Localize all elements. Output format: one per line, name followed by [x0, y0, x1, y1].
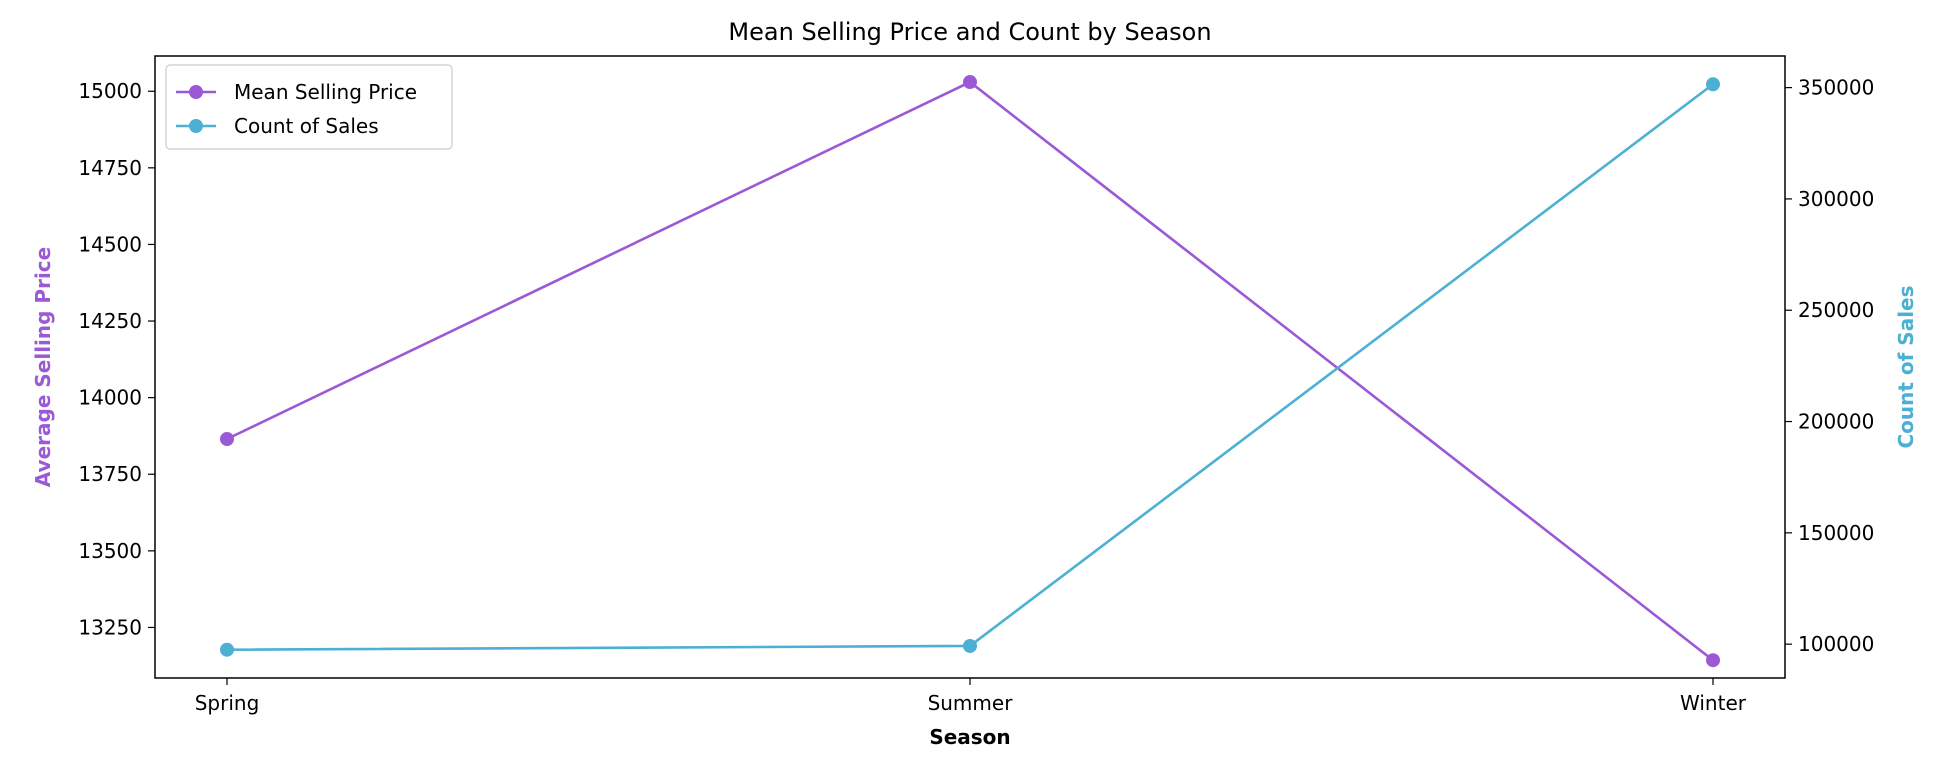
legend: Mean Selling Price Count of Sales — [165, 64, 453, 150]
legend-swatch-marker — [189, 119, 203, 133]
series-0-point — [1706, 653, 1720, 668]
right-axis-tick-label: 350000 — [1798, 76, 1874, 100]
x-axis-tick-label: Winter — [1680, 691, 1747, 715]
series-line-0 — [226, 80, 1714, 662]
left-axis-tick-label: 13250 — [78, 615, 142, 639]
left-axis-tick-label: 14250 — [78, 309, 142, 333]
series-1-point — [1706, 77, 1720, 92]
right-axis-tick-label: 100000 — [1798, 632, 1874, 656]
right-axis-tick-label: 150000 — [1798, 521, 1874, 545]
x-axis-label: Season — [929, 725, 1010, 749]
x-axis-tick-label: Summer — [928, 691, 1014, 715]
left-axis-tick-label: 14500 — [78, 232, 142, 256]
legend-swatch-marker — [189, 85, 203, 99]
series-1-point — [220, 642, 234, 657]
left-axis-label: Average Selling Price — [31, 247, 55, 487]
series-line-1 — [226, 83, 1714, 652]
left-axis-tick-label: 13750 — [78, 462, 142, 486]
plot-area: 13250 13500 13750 14000 14250 14500 14750 15000… — [78, 55, 1874, 715]
right-axis-tick-label: 250000 — [1798, 298, 1874, 322]
series-0-point — [220, 432, 234, 447]
chart-title: Mean Selling Price and Count by Season — [728, 18, 1211, 46]
left-axis-tick-label: 13500 — [78, 539, 142, 563]
left-axis-tick-label: 14750 — [78, 156, 142, 180]
x-axis-tick-label: Spring — [195, 691, 260, 715]
right-axis-tick-label: 200000 — [1798, 410, 1874, 434]
legend-entry-label: Mean Selling Price — [234, 80, 417, 104]
left-axis-tick-label: 14000 — [78, 386, 142, 410]
plot-frame — [154, 55, 1786, 679]
series-0-point — [963, 75, 977, 90]
right-axis-tick-label: 300000 — [1798, 187, 1874, 211]
left-axis-tick-label: 15000 — [78, 79, 142, 103]
series-1-point — [963, 638, 977, 653]
legend-box — [165, 64, 453, 150]
legend-entry-label: Count of Sales — [234, 114, 379, 138]
right-axis-label: Count of Sales — [1894, 285, 1918, 448]
